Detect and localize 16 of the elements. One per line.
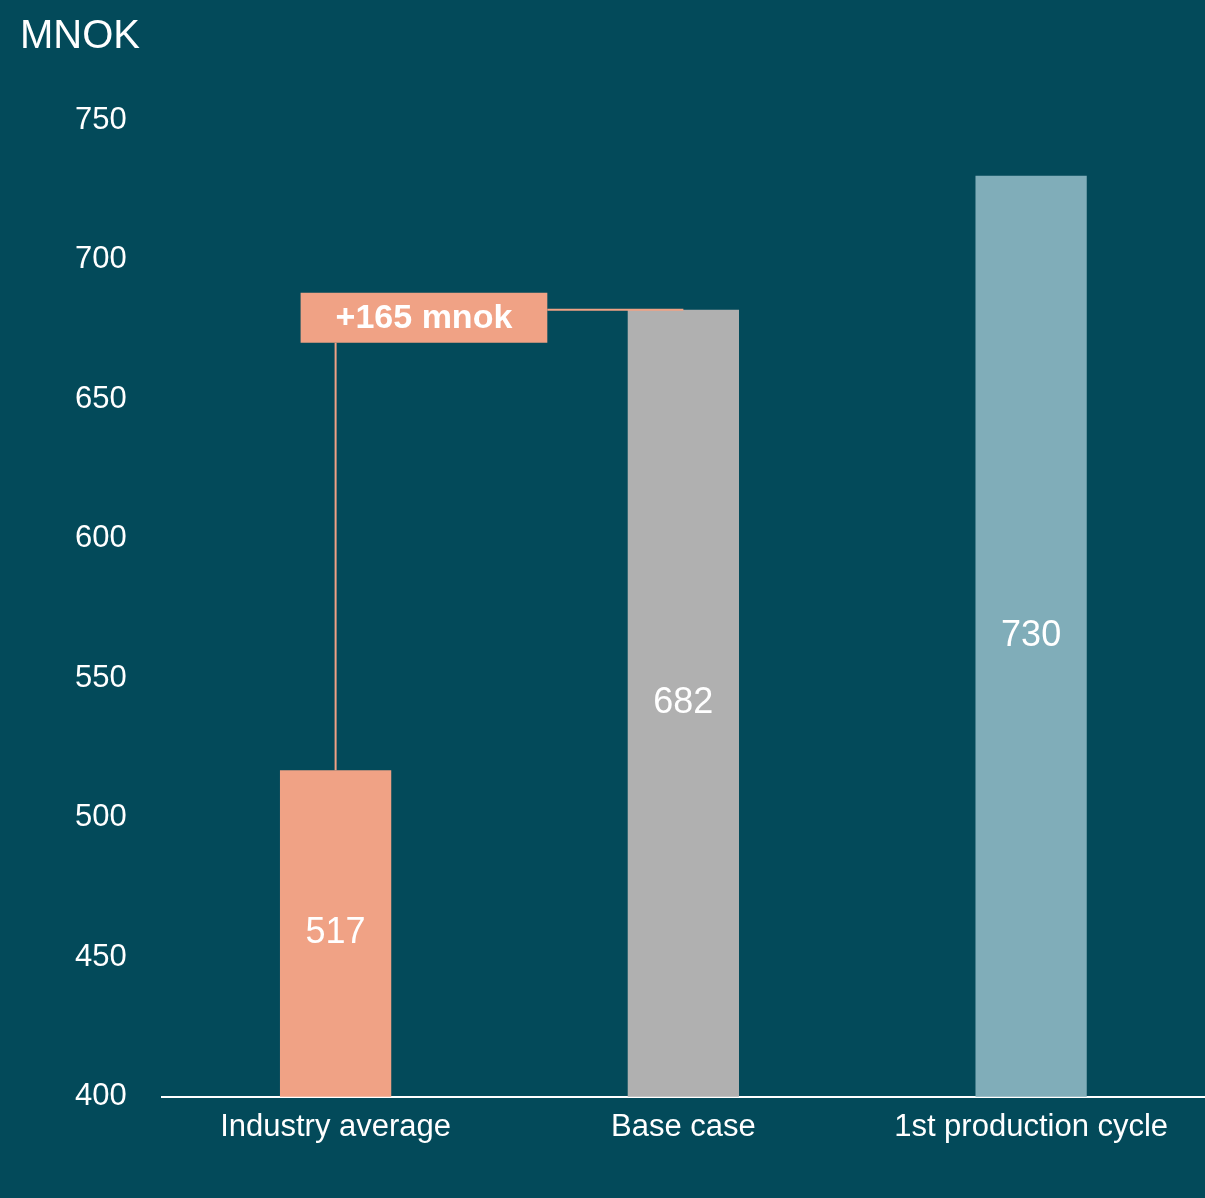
y-tick-label: 750 [74, 100, 127, 136]
x-tick-label: Base case [610, 1107, 756, 1143]
x-tick-label: 1st production cycle [894, 1107, 1169, 1143]
y-tick-label: 500 [74, 798, 127, 834]
y-tick-label: 550 [74, 658, 127, 694]
data-label: 517 [305, 910, 366, 952]
y-tick-label: 400 [74, 1077, 127, 1113]
data-label: 682 [653, 680, 714, 722]
y-tick-label: 650 [74, 379, 127, 415]
x-tick-label: Industry average [220, 1107, 452, 1143]
annotation: +165 mnok [335, 297, 513, 336]
data-label: 730 [1001, 613, 1062, 655]
y-tick-label: 700 [74, 240, 127, 276]
y-tick-label: 600 [74, 519, 127, 555]
y-tick-label: 450 [74, 937, 127, 973]
y-axis-title: MNOK [20, 12, 141, 57]
